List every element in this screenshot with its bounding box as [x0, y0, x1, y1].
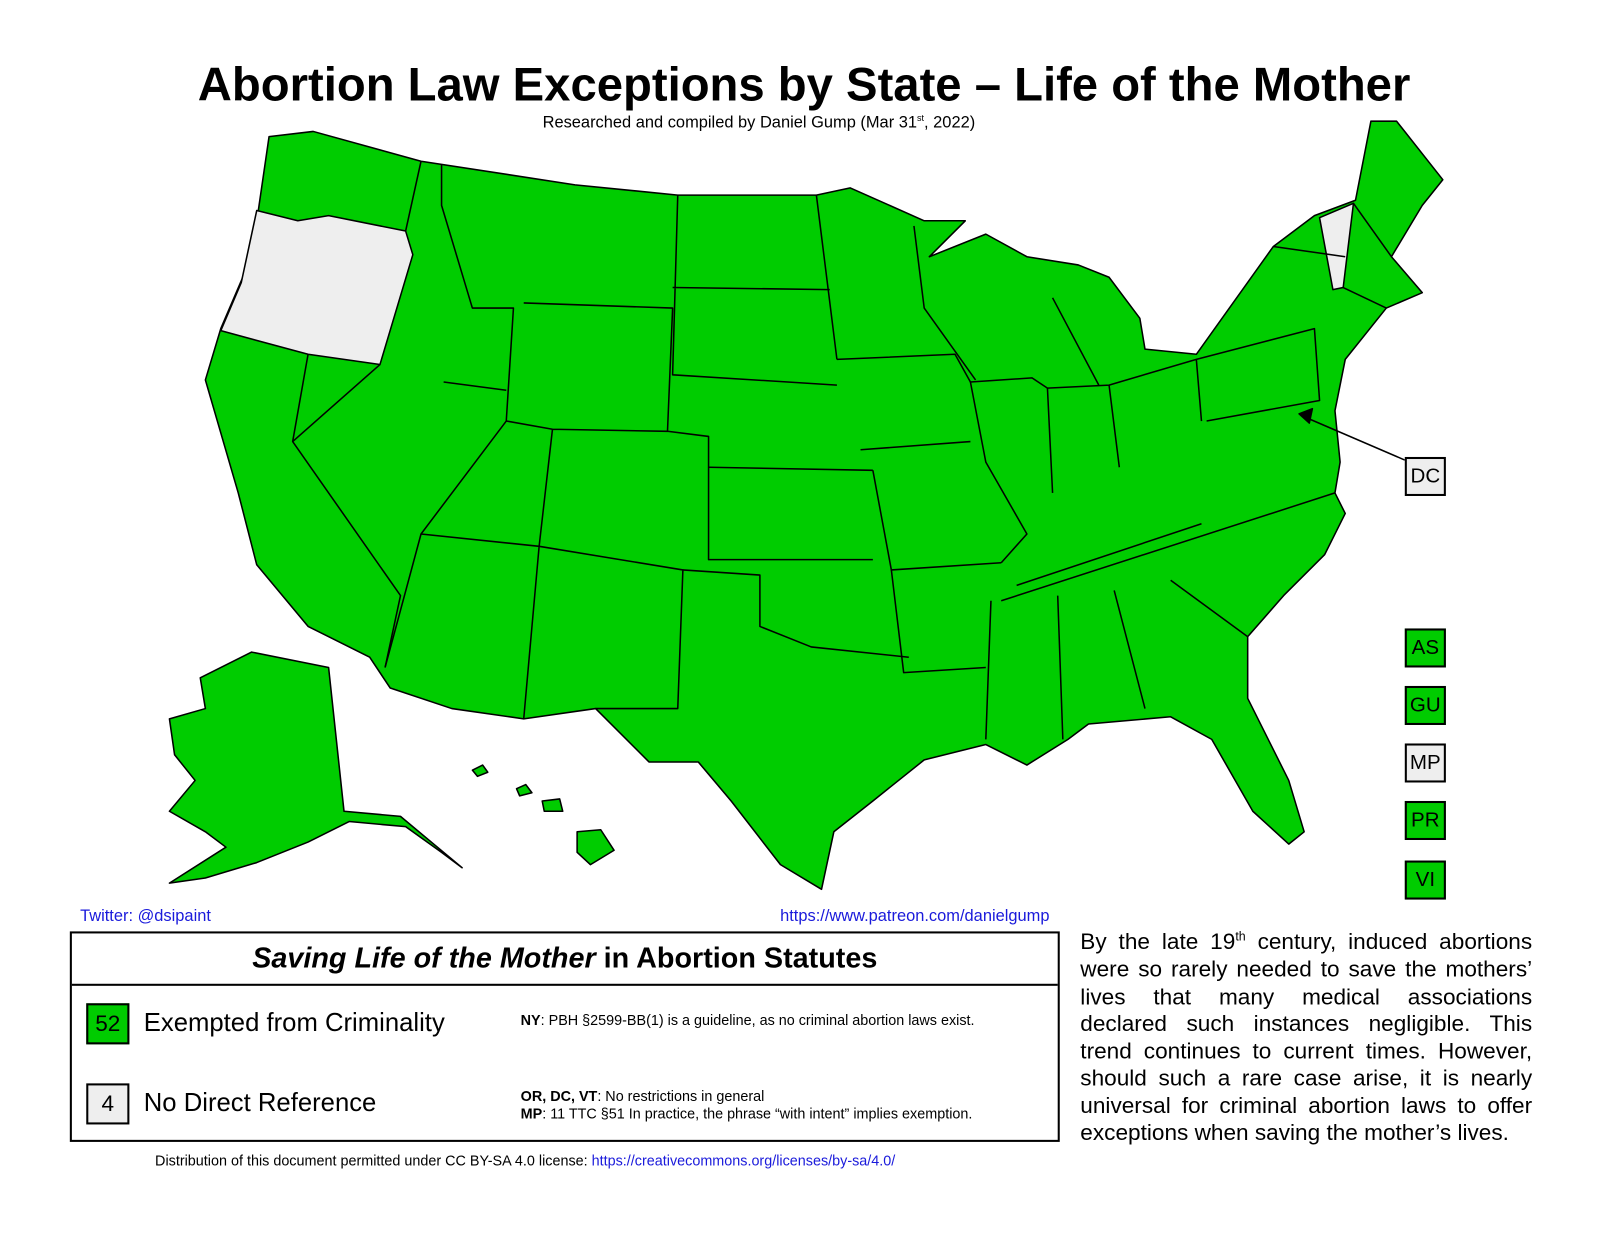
footer-text: Distribution of this document permitted …: [155, 1152, 592, 1169]
hawaii: [471, 764, 615, 866]
para-sup: th: [1235, 929, 1246, 944]
legend-title: Saving Life of the Mother in Abortion St…: [72, 942, 1058, 975]
territory-box: PR: [1404, 800, 1446, 841]
dc-arrow: [1298, 407, 1314, 424]
patreon-link[interactable]: https://www.patreon.com/danielgump: [780, 907, 1050, 926]
contiguous-us: [204, 120, 1444, 891]
footer: Distribution of this document permitted …: [155, 1152, 895, 1168]
subtitle-text: , 2022): [924, 114, 976, 132]
subtitle-text: Researched and compiled by Daniel Gump (…: [542, 114, 918, 132]
territory-box: GU: [1404, 685, 1446, 725]
territory-box: VI: [1404, 860, 1446, 900]
note-text: : No restrictions in general: [597, 1087, 765, 1104]
legend-title-text: in Abortion Statutes: [595, 941, 878, 974]
para-text: century, induced abortions were so rarel…: [1080, 928, 1533, 1146]
legend-note: MP: 11 TTC §51 In practice, the phrase “…: [521, 1105, 973, 1121]
legend: Saving Life of the Mother in Abortion St…: [69, 931, 1060, 1142]
legend-label: No Direct Reference: [143, 1088, 377, 1118]
note-key: NY: [520, 1011, 541, 1028]
dc-pointer: [1301, 415, 1406, 461]
legend-label: Exempted from Criminality: [143, 1008, 445, 1038]
oregon: [220, 209, 414, 366]
paragraph: By the late 19th century, induced aborti…: [1080, 923, 1532, 1147]
note-text: : PBH §2599-BB(1) is a guideline, as no …: [540, 1011, 975, 1028]
title: Abortion Law Exceptions by State – Life …: [197, 57, 1411, 111]
note-text: : 11 TTC §51 In practice, the phrase “wi…: [542, 1104, 973, 1122]
alaska: [168, 651, 463, 884]
note-key: OR, DC, VT: [520, 1087, 598, 1104]
note-key: MP: [520, 1104, 543, 1122]
license-link[interactable]: https://creativecommons.org/licenses/by-…: [591, 1152, 896, 1169]
territory-box: MP: [1404, 743, 1446, 783]
para-text: By the late 19: [1080, 928, 1236, 955]
territory-box: AS: [1404, 628, 1446, 668]
divider: [71, 983, 1058, 986]
state-borders: [291, 161, 1393, 740]
legend-note: OR, DC, VT: No restrictions in general: [521, 1087, 765, 1103]
territory-box: DC: [1404, 456, 1446, 496]
twitter-link[interactable]: Twitter: @dsipaint: [80, 907, 211, 926]
subtitle: Researched and compiled by Daniel Gump (…: [0, 113, 1518, 133]
legend-count: 52: [86, 1003, 130, 1045]
legend-note: NY: PBH §2599-BB(1) is a guideline, as n…: [521, 1011, 975, 1027]
legend-count: 4: [86, 1083, 130, 1125]
subtitle-sup: st: [917, 112, 925, 124]
legend-title-italic: Saving Life of the Mother: [252, 941, 596, 974]
